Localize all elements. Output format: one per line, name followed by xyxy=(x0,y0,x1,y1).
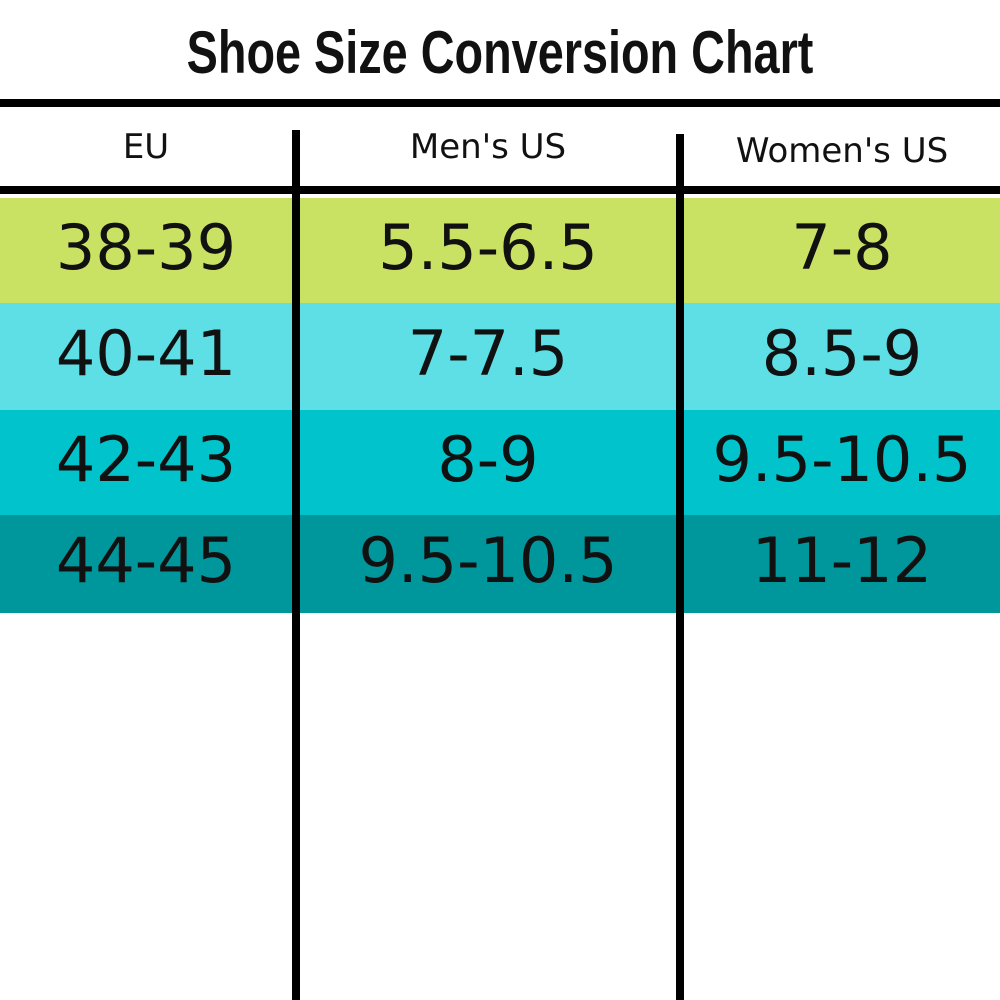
table-cell: 11-12 xyxy=(751,524,933,597)
top-rule xyxy=(0,99,1000,107)
table-cell: 5.5-6.5 xyxy=(378,211,598,284)
column-header: Men's US xyxy=(409,127,567,167)
column-header: Women's US xyxy=(735,131,949,171)
row-band xyxy=(0,410,1000,515)
table-cell: 9.5-10.5 xyxy=(712,423,972,496)
table-cell: 8.5-9 xyxy=(761,317,923,390)
table-cell: 42-43 xyxy=(55,423,237,496)
table-cell: 40-41 xyxy=(55,317,237,390)
table-cell: 44-45 xyxy=(55,524,237,597)
column-header: EU xyxy=(122,127,170,167)
table-cell: 7-7.5 xyxy=(407,317,569,390)
row-band xyxy=(0,198,1000,303)
column-divider xyxy=(676,134,684,1000)
table-cell: 38-39 xyxy=(55,211,237,284)
header-rule xyxy=(0,186,1000,194)
column-divider xyxy=(292,130,300,1000)
table-cell: 9.5-10.5 xyxy=(358,524,618,597)
row-band xyxy=(0,515,1000,613)
table-cell: 8-9 xyxy=(437,423,539,496)
title: Shoe Size Conversion Chart xyxy=(186,19,814,86)
table-cell: 7-8 xyxy=(791,211,893,284)
row-band xyxy=(0,303,1000,410)
